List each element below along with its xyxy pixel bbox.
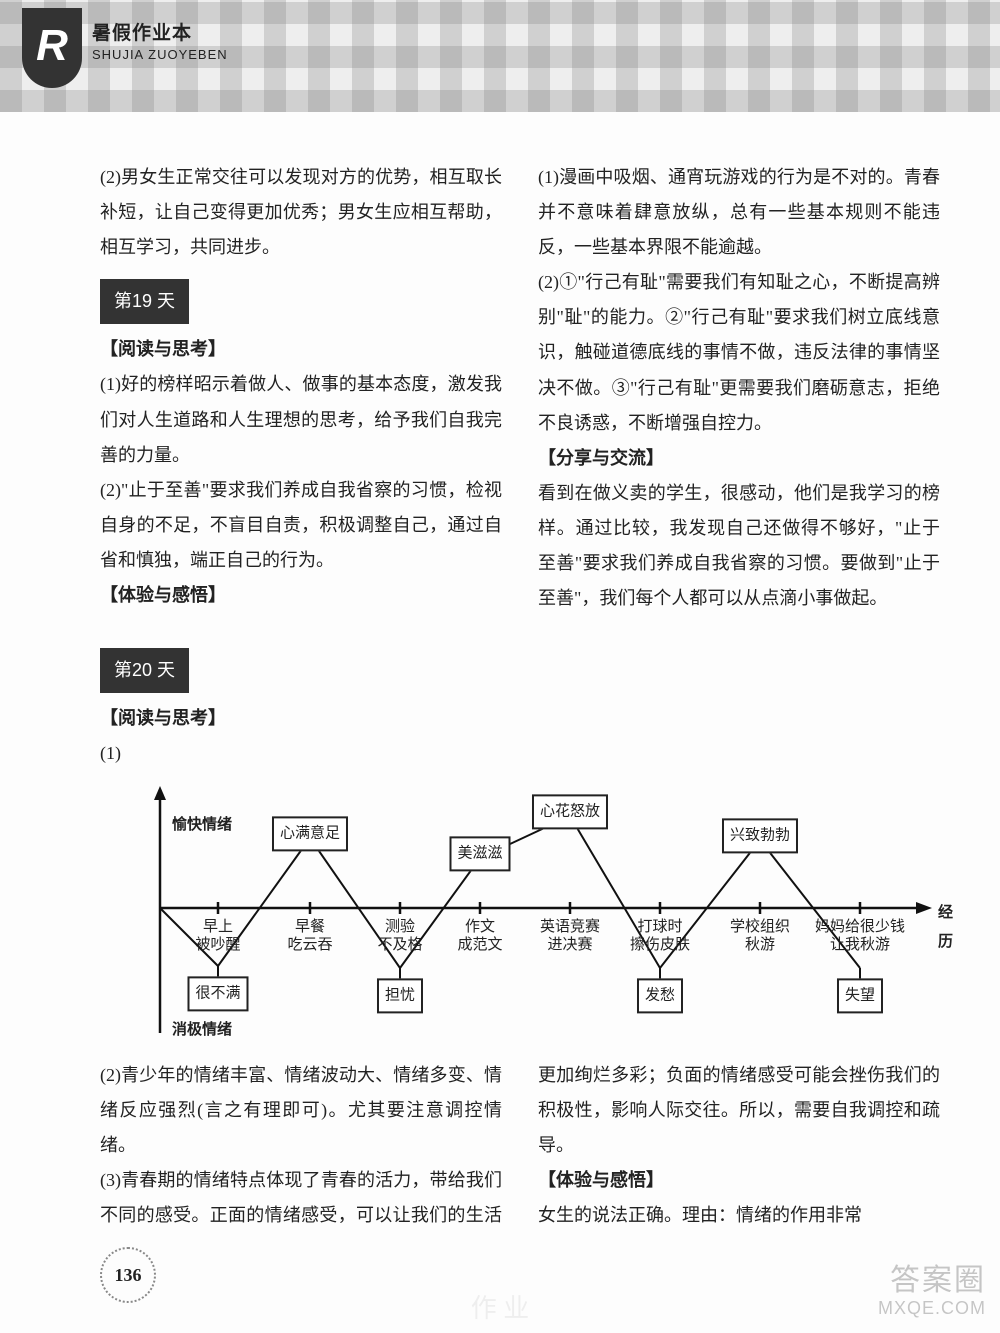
- emotion-box: 很不满: [187, 976, 248, 1011]
- emotion-box: 失望: [837, 978, 883, 1013]
- emotion-box: 发愁: [637, 978, 683, 1013]
- emotion-box: 兴致勃勃: [722, 818, 798, 853]
- emotion-box: 美滋滋: [449, 836, 510, 871]
- para-1: (1)好的榜样昭示着做人、做事的基本态度，激发我们对人生道路和人生理想的思考，给…: [100, 367, 502, 472]
- lower-columns: (2)青少年的情绪丰富、情绪波动大、情绪多变、情绪反应强烈(言之有理即可)。尤其…: [100, 1058, 940, 1233]
- event-label: 测验不及格: [377, 918, 422, 956]
- header-title-cn: 暑假作业本: [92, 22, 228, 47]
- para-3: (1)漫画中吸烟、通宵玩游戏的行为是不对的。青春并不意味着肆意放纵，总有一些基本…: [538, 160, 940, 265]
- section-heading-experience: 【体验与感悟】: [100, 578, 502, 613]
- event-label: 妈妈给很少钱让我秋游: [815, 918, 905, 956]
- header-titles: 暑假作业本 SHUJIA ZUOYEBEN: [92, 22, 228, 64]
- section-heading-share: 【分享与交流】: [538, 441, 940, 476]
- section-heading-read: 【阅读与思考】: [100, 332, 502, 367]
- axis-label-positive: 愉快情绪: [172, 810, 232, 839]
- item-1-label: (1): [100, 736, 940, 771]
- section-heading-experience-lower: 【体验与感悟】: [538, 1163, 940, 1198]
- page: R 暑假作业本 SHUJIA ZUOYEBEN (2)男女生正常交往可以发现对方…: [0, 0, 1000, 1333]
- day20-block: 第20 天 【阅读与思考】 (1) 愉快情绪消极情绪经历早上被吵醒很不满早餐吃云…: [100, 634, 940, 1233]
- day19-tab: 第19 天: [100, 279, 189, 324]
- para-4: (2)①"行己有耻"需要我们有知耻之心，不断提高辨别"耻"的能力。②"行己有耻"…: [538, 265, 940, 440]
- day20-tab: 第20 天: [100, 648, 189, 693]
- header-title-pinyin: SHUJIA ZUOYEBEN: [92, 47, 228, 64]
- axis-label-negative: 消极情绪: [172, 1015, 232, 1044]
- series-badge: R: [22, 8, 82, 88]
- faint-footer-text: 作 业: [471, 1288, 530, 1325]
- section-heading-read-20: 【阅读与思考】: [100, 701, 940, 736]
- para-2: (2)"止于至善"要求我们养成自我省察的习惯，检视自身的不足，不盲目自责，积极调…: [100, 473, 502, 578]
- event-label: 作文成范文: [457, 918, 502, 956]
- event-label: 早餐吃云吞: [287, 918, 332, 956]
- page-number: 136: [100, 1247, 156, 1303]
- content-area: (2)男女生正常交往可以发现对方的优势，相互取长补短，让自己变得更加优秀；男女生…: [100, 160, 940, 1233]
- para-lower-4: 女生的说法正确。理由：情绪的作用非常: [538, 1198, 940, 1233]
- emotion-box: 担忧: [377, 978, 423, 1013]
- para-prelude: (2)男女生正常交往可以发现对方的优势，相互取长补短，让自己变得更加优秀；男女生…: [100, 160, 502, 265]
- watermark: 答案圈 MXQE.COM: [878, 1264, 986, 1319]
- para-lower-2: (2)青少年的情绪丰富、情绪波动大、情绪多变、情绪反应强烈(言之有理即可)。尤其…: [100, 1058, 502, 1163]
- watermark-cn: 答案圈: [878, 1264, 986, 1299]
- emotion-box: 心满意足: [272, 816, 348, 851]
- axis-label-x: 经历: [938, 898, 953, 957]
- emotion-box: 心花怒放: [532, 794, 608, 829]
- event-label: 早上被吵醒: [195, 918, 240, 956]
- emotion-chart: 愉快情绪消极情绪经历早上被吵醒很不满早餐吃云吞心满意足测验不及格担忧作文成范文美…: [100, 778, 940, 1048]
- event-label: 学校组织秋游: [730, 918, 790, 956]
- watermark-en: MXQE.COM: [878, 1298, 986, 1319]
- event-label: 打球时擦伤皮肤: [630, 918, 690, 956]
- upper-columns: (2)男女生正常交往可以发现对方的优势，相互取长补短，让自己变得更加优秀；男女生…: [100, 160, 940, 616]
- event-label: 英语竞赛进决赛: [540, 918, 600, 956]
- para-5: 看到在做义卖的学生，很感动，他们是我学习的榜样。通过比较，我发现自己还做得不够好…: [538, 476, 940, 616]
